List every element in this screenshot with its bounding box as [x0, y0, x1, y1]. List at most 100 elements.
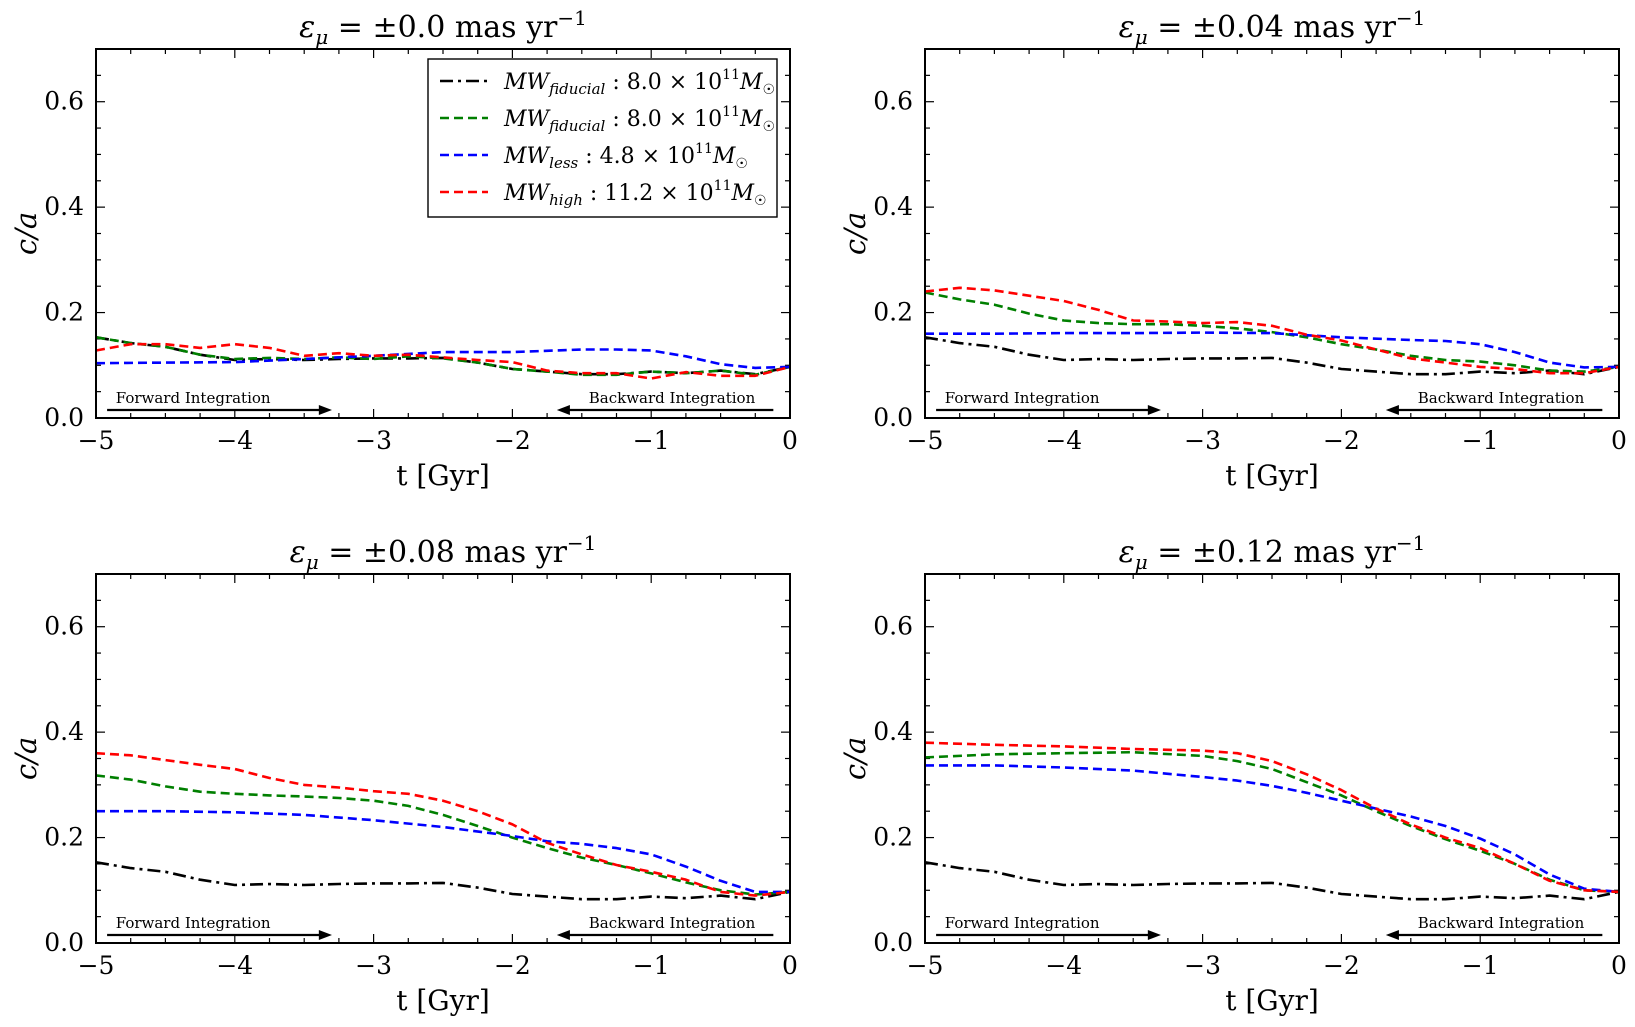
legend: MWfiducial : 8.0 × 1011M☉ MWfiducial : 8.… [427, 58, 778, 218]
series-lines [95, 336, 791, 380]
subplot-title: εμ = ±0.04 mas yr−1 [1119, 6, 1426, 49]
x-tick-label: 0 [1611, 426, 1627, 455]
series-line [924, 336, 1620, 376]
series-line [924, 750, 1620, 894]
y-tick-label: 0.0 [44, 403, 84, 432]
legend-entry-label: MWfiducial : 8.0 × 1011M☉ [503, 67, 775, 98]
forward-arrowhead [318, 405, 332, 415]
y-axis-label: c/a [9, 212, 43, 255]
backward-integration-label: Backward Integration [589, 389, 756, 407]
series-line [924, 741, 1620, 894]
y-tick-label: 0.0 [873, 928, 913, 957]
x-tick-label: −3 [1184, 426, 1221, 455]
forward-integration-label: Forward Integration [945, 914, 1100, 932]
x-tick-label: −5 [907, 951, 944, 980]
plot-frame [924, 573, 1620, 944]
x-tick-label: −4 [216, 951, 253, 980]
series-line [925, 764, 1620, 894]
x-tick-label: −2 [494, 951, 531, 980]
x-tick-label: −5 [78, 426, 115, 455]
y-tick-label: 0.4 [873, 717, 913, 746]
x-tick-label: −3 [355, 426, 392, 455]
subplot-title: εμ = ±0.0 mas yr−1 [299, 6, 587, 49]
integration-annotations: Forward Integration Backward Integration [107, 914, 774, 940]
series-line [95, 336, 791, 377]
y-tick-label: 0.6 [873, 612, 913, 641]
x-tick-label: −1 [633, 426, 670, 455]
plot-frame [95, 48, 791, 419]
y-tick-label: 0.2 [873, 298, 913, 327]
y-tick-label: 0.6 [873, 87, 913, 116]
series-line [924, 286, 1620, 375]
series-line [95, 774, 791, 896]
y-tick-label: 0.6 [44, 612, 84, 641]
y-tick-label: 0.4 [873, 192, 913, 221]
axis-ticks [95, 573, 791, 944]
x-tick-label: 0 [1611, 951, 1627, 980]
y-tick-label: 0.6 [44, 87, 84, 116]
x-axis-label: t [Gyr] [396, 459, 490, 492]
x-tick-label: 0 [782, 426, 798, 455]
subplot-title: εμ = ±0.08 mas yr−1 [290, 531, 597, 574]
y-axis-label: c/a [9, 737, 43, 780]
axis-ticks [924, 48, 1620, 419]
subplot-panel-1: −5 −4 −3 −2 −1 0 0.0 0.2 0.4 0.6 t [Gyr] c/a εμ = ±0… [9, 6, 798, 492]
subplot-title: εμ = ±0.12 mas yr−1 [1119, 531, 1426, 574]
backward-arrowhead [556, 930, 570, 940]
axis-ticks [924, 573, 1620, 944]
x-tick-label: −1 [1462, 426, 1499, 455]
series-line [95, 342, 791, 380]
x-tick-label: −5 [907, 426, 944, 455]
x-tick-label: −2 [1323, 951, 1360, 980]
series-line [95, 751, 791, 897]
legend-entry-label: MWhigh : 11.2 × 1011M☉ [503, 178, 767, 209]
y-tick-label: 0.4 [44, 192, 84, 221]
x-tick-label: −4 [1045, 426, 1082, 455]
x-tick-label: −3 [1184, 951, 1221, 980]
x-axis-label: t [Gyr] [396, 984, 490, 1017]
x-tick-label: −3 [355, 951, 392, 980]
backward-arrowhead [556, 405, 570, 415]
y-tick-label: 0.2 [44, 298, 84, 327]
legend-entry-label: MWfiducial : 8.0 × 1011M☉ [503, 104, 775, 135]
x-axis-label: t [Gyr] [1225, 459, 1319, 492]
y-tick-label: 0.0 [873, 403, 913, 432]
series-line [924, 291, 1620, 373]
legend-entry-label: MWless : 4.8 × 1011M☉ [503, 141, 748, 172]
backward-integration-label: Backward Integration [589, 914, 756, 932]
x-tick-label: −1 [1462, 951, 1499, 980]
forward-arrowhead [1147, 930, 1161, 940]
plot-frame [95, 573, 791, 944]
backward-integration-label: Backward Integration [1418, 914, 1585, 932]
x-tick-label: −2 [1323, 426, 1360, 455]
legend-box [427, 58, 778, 218]
y-tick-label: 0.0 [44, 928, 84, 957]
integration-annotations: Forward Integration Backward Integration [936, 389, 1603, 415]
x-tick-label: −1 [633, 951, 670, 980]
y-axis-label: c/a [838, 212, 872, 255]
x-tick-label: 0 [782, 951, 798, 980]
forward-integration-label: Forward Integration [116, 914, 271, 932]
y-axis-label: c/a [838, 737, 872, 780]
subplot-panel-4: −5 −4 −3 −2 −1 0 0.0 0.2 0.4 0.6 t [Gyr] c/a εμ = ±0… [838, 531, 1627, 1017]
subplot-panel-3: −5 −4 −3 −2 −1 0 0.0 0.2 0.4 0.6 t [Gyr] c/a εμ = ±0… [9, 531, 798, 1017]
backward-arrowhead [1385, 930, 1399, 940]
y-tick-label: 0.2 [44, 823, 84, 852]
backward-arrowhead [1385, 405, 1399, 415]
x-axis-label: t [Gyr] [1225, 984, 1319, 1017]
forward-arrowhead [318, 930, 332, 940]
forward-integration-label: Forward Integration [116, 389, 271, 407]
x-tick-label: −5 [78, 951, 115, 980]
integration-annotations: Forward Integration Backward Integration [936, 914, 1603, 940]
plot-frame [924, 48, 1620, 419]
series-line [95, 861, 791, 901]
series-line [924, 861, 1620, 901]
forward-integration-label: Forward Integration [945, 389, 1100, 407]
x-tick-label: −4 [1045, 951, 1082, 980]
y-tick-label: 0.4 [44, 717, 84, 746]
y-tick-label: 0.2 [873, 823, 913, 852]
backward-integration-label: Backward Integration [1418, 389, 1585, 407]
x-tick-label: −2 [494, 426, 531, 455]
series-lines [924, 741, 1620, 901]
